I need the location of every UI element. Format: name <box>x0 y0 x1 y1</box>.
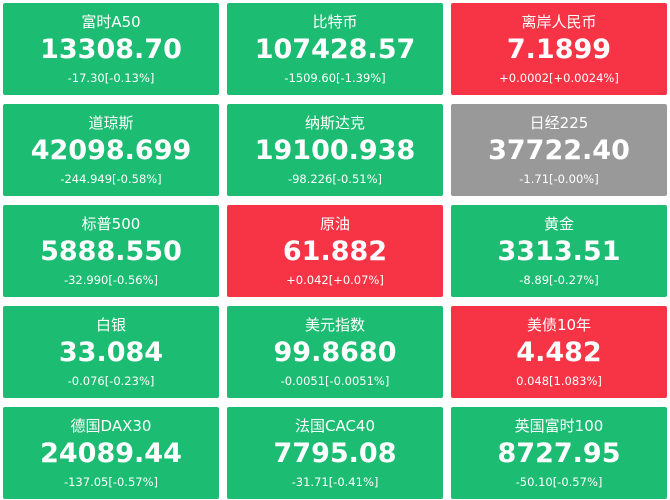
instrument-price: 4.482 <box>516 337 602 368</box>
instrument-change: -32.990[-0.56%] <box>63 273 159 287</box>
instrument-change: -1.71[-0.00%] <box>519 172 599 186</box>
instrument-change: -0.076[-0.23%] <box>67 374 155 388</box>
instrument-name: 英国富时100 <box>514 417 604 435</box>
instrument-price: 37722.40 <box>488 135 630 166</box>
instrument-name: 比特币 <box>312 13 358 31</box>
quote-tile-crude-oil[interactable]: 原油 61.882 +0.042[+0.07%] <box>227 205 443 297</box>
instrument-name: 离岸人民币 <box>521 13 597 31</box>
quote-tile-us-10y-treasury[interactable]: 美债10年 4.482 0.048[1.083%] <box>451 306 667 398</box>
instrument-change: +0.042[+0.07%] <box>286 273 384 287</box>
quote-tile-ftse-100[interactable]: 英国富时100 8727.95 -50.10[-0.57%] <box>451 407 667 499</box>
quote-tile-dollar-index[interactable]: 美元指数 99.8680 -0.0051[-0.0051%] <box>227 306 443 398</box>
quote-tile-gold[interactable]: 黄金 3313.51 -8.89[-0.27%] <box>451 205 667 297</box>
instrument-price: 5888.550 <box>40 236 182 267</box>
instrument-price: 99.8680 <box>273 337 397 368</box>
instrument-price: 3313.51 <box>497 236 621 267</box>
instrument-name: 原油 <box>319 215 350 233</box>
instrument-change: -98.226[-0.51%] <box>287 172 383 186</box>
instrument-change: -1509.60[-1.39%] <box>284 71 386 85</box>
quote-tile-sp500[interactable]: 标普500 5888.550 -32.990[-0.56%] <box>3 205 219 297</box>
instrument-price: 33.084 <box>58 337 164 368</box>
instrument-name: 道琼斯 <box>88 114 134 132</box>
instrument-price: 13308.70 <box>40 34 182 65</box>
instrument-price: 8727.95 <box>497 438 621 469</box>
instrument-name: 日经225 <box>529 114 589 132</box>
quote-tile-bitcoin[interactable]: 比特币 107428.57 -1509.60[-1.39%] <box>227 3 443 95</box>
instrument-price: 24089.44 <box>40 438 182 469</box>
quote-tile-dow-jones[interactable]: 道琼斯 42098.699 -244.949[-0.58%] <box>3 104 219 196</box>
instrument-name: 美元指数 <box>304 316 365 334</box>
instrument-change: -244.949[-0.58%] <box>60 172 162 186</box>
instrument-change: -137.05[-0.57%] <box>63 475 159 489</box>
instrument-price: 42098.699 <box>30 135 192 166</box>
instrument-name: 黄金 <box>543 215 574 233</box>
instrument-change: 0.048[1.083%] <box>516 374 602 388</box>
instrument-name: 白银 <box>95 316 126 334</box>
instrument-change: -17.30[-0.13%] <box>67 71 155 85</box>
instrument-name: 德国DAX30 <box>70 417 152 435</box>
quote-tile-nikkei-225[interactable]: 日经225 37722.40 -1.71[-0.00%] <box>451 104 667 196</box>
instrument-price: 107428.57 <box>254 34 416 65</box>
quote-tile-offshore-cny[interactable]: 离岸人民币 7.1899 +0.0002[+0.0024%] <box>451 3 667 95</box>
instrument-price: 61.882 <box>282 236 388 267</box>
instrument-change: -8.89[-0.27%] <box>519 273 599 287</box>
instrument-price: 7.1899 <box>506 34 612 65</box>
instrument-name: 纳斯达克 <box>304 114 365 132</box>
quote-tile-cac40[interactable]: 法国CAC40 7795.08 -31.71[-0.41%] <box>227 407 443 499</box>
quote-tile-ftse-a50[interactable]: 富时A50 13308.70 -17.30[-0.13%] <box>3 3 219 95</box>
instrument-name: 富时A50 <box>81 13 141 31</box>
instrument-change: -50.10[-0.57%] <box>515 475 603 489</box>
instrument-price: 7795.08 <box>273 438 397 469</box>
instrument-change: -31.71[-0.41%] <box>291 475 379 489</box>
quote-tile-silver[interactable]: 白银 33.084 -0.076[-0.23%] <box>3 306 219 398</box>
instrument-name: 标普500 <box>81 215 141 233</box>
quote-tile-dax30[interactable]: 德国DAX30 24089.44 -137.05[-0.57%] <box>3 407 219 499</box>
instrument-name: 美债10年 <box>526 316 592 334</box>
instrument-change: +0.0002[+0.0024%] <box>499 71 619 85</box>
quote-tile-nasdaq[interactable]: 纳斯达克 19100.938 -98.226[-0.51%] <box>227 104 443 196</box>
instrument-price: 19100.938 <box>254 135 416 166</box>
instrument-change: -0.0051[-0.0051%] <box>280 374 390 388</box>
instrument-name: 法国CAC40 <box>294 417 376 435</box>
